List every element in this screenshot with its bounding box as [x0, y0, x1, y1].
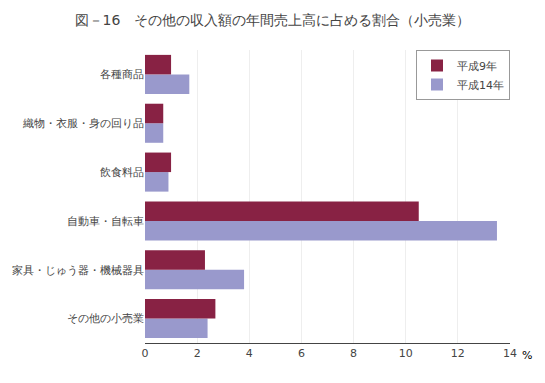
svg-text:14: 14 — [503, 347, 517, 360]
svg-text:織物・衣服・身の回り品: 織物・衣服・身の回り品 — [22, 117, 144, 130]
svg-text:家具・じゅう器・機械器具: 家具・じゅう器・機械器具 — [12, 264, 144, 277]
svg-text:10: 10 — [399, 347, 413, 360]
svg-text:その他の小売業: その他の小売業 — [67, 312, 144, 325]
svg-text:8: 8 — [350, 347, 357, 360]
svg-text:2: 2 — [194, 347, 201, 360]
svg-text:平成14年: 平成14年 — [457, 79, 504, 92]
svg-text:0: 0 — [142, 347, 149, 360]
svg-text:12: 12 — [451, 347, 465, 360]
svg-text:平成9年: 平成9年 — [457, 60, 497, 73]
svg-text:4: 4 — [246, 347, 253, 360]
svg-text:各種商品: 各種商品 — [100, 68, 144, 81]
svg-text:%: % — [522, 349, 532, 362]
svg-text:自動車・自転車: 自動車・自転車 — [67, 215, 144, 228]
svg-text:飲食料品: 飲食料品 — [100, 166, 144, 179]
svg-text:図－16 その他の収入額の年間売上高に占める割合（小売業）: 図－16 その他の収入額の年間売上高に占める割合（小売業） — [75, 12, 471, 28]
svg-text:6: 6 — [298, 347, 305, 360]
